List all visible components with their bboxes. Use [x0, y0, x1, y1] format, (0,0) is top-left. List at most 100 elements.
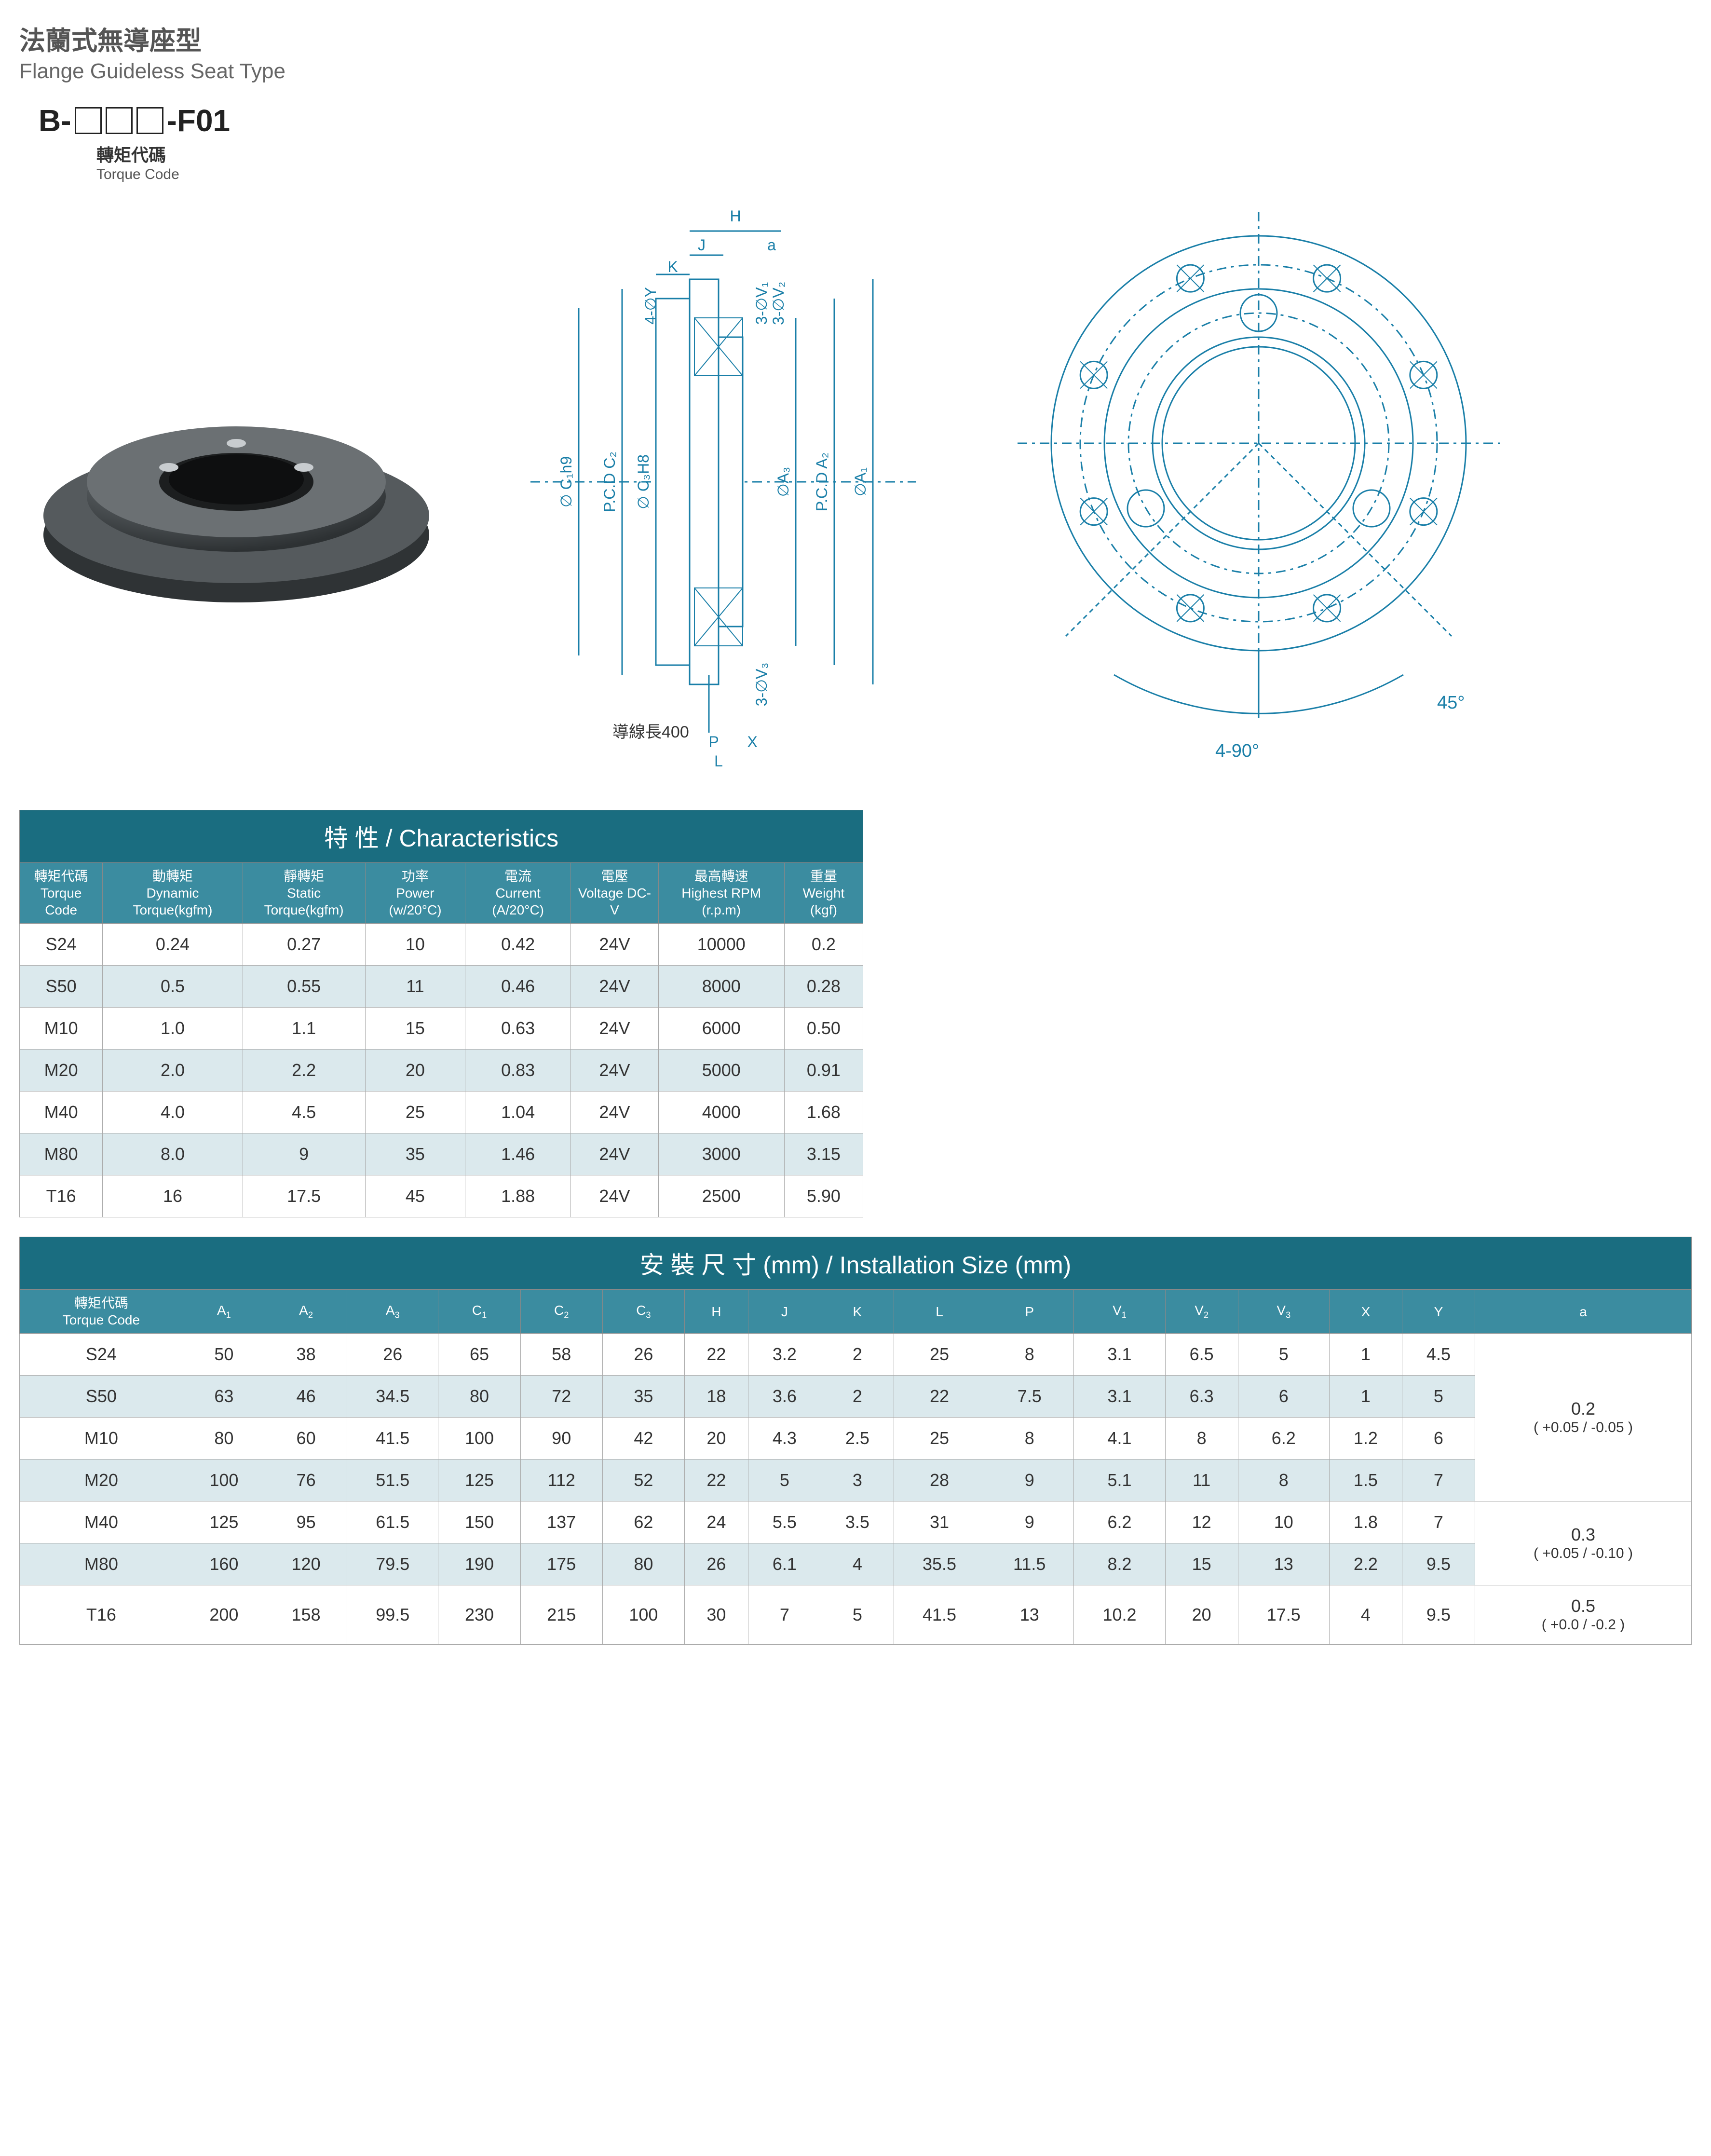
table-row: S24503826655826223.222583.16.5514.50.2( …	[20, 1334, 1692, 1376]
table-cell: 2500	[658, 1175, 784, 1217]
svg-text:X: X	[747, 733, 757, 751]
table-cell: 3.5	[821, 1501, 894, 1543]
table-cell: 100	[183, 1460, 265, 1501]
table-cell: 9	[985, 1460, 1074, 1501]
torque-code-label-en: Torque Code	[96, 166, 1692, 183]
table-cell: 2.2	[243, 1050, 365, 1092]
table-header: C1	[438, 1290, 520, 1334]
table-cell: 17.5	[1238, 1585, 1329, 1645]
table-cell: 0.28	[784, 966, 863, 1008]
table-cell: 11	[365, 966, 465, 1008]
table-cell: 41.5	[894, 1585, 985, 1645]
svg-text:45°: 45°	[1437, 693, 1465, 713]
table-cell: 0.91	[784, 1050, 863, 1092]
table-cell: T16	[20, 1175, 103, 1217]
table-header: 電壓Voltage DC-V	[571, 863, 659, 924]
table-cell: 3.1	[1074, 1376, 1165, 1418]
table-cell: 4.0	[103, 1092, 243, 1133]
table-cell: 11	[1165, 1460, 1238, 1501]
table-cell: 8	[985, 1334, 1074, 1376]
inst-table-title: 安 裝 尺 寸 (mm) / Installation Size (mm)	[20, 1237, 1692, 1290]
table-cell: 1.46	[465, 1133, 571, 1175]
table-cell: S24	[20, 1334, 183, 1376]
table-cell: 65	[438, 1334, 520, 1376]
table-cell: 99.5	[347, 1585, 438, 1645]
table-cell: 0.50	[784, 1008, 863, 1050]
table-cell-a: 0.3( +0.05 / -0.10 )	[1475, 1501, 1691, 1585]
table-cell: 10	[365, 924, 465, 966]
table-cell: 2	[821, 1334, 894, 1376]
table-cell: 7	[1402, 1501, 1475, 1543]
table-header: L	[894, 1290, 985, 1334]
table-cell: 50	[183, 1334, 265, 1376]
table-row: S240.240.27100.4224V100000.2	[20, 924, 863, 966]
svg-text:P.C.D A₂: P.C.D A₂	[813, 452, 830, 511]
table-cell: 8	[985, 1418, 1074, 1460]
table-cell: 6.2	[1238, 1418, 1329, 1460]
lead-wire-label: 導線長400	[612, 723, 689, 741]
table-cell: 20	[365, 1050, 465, 1092]
table-cell: 120	[265, 1543, 347, 1585]
table-cell: 34.5	[347, 1376, 438, 1418]
table-cell: 18	[684, 1376, 748, 1418]
table-cell: 72	[520, 1376, 602, 1418]
table-header: H	[684, 1290, 748, 1334]
table-cell: 6000	[658, 1008, 784, 1050]
svg-text:4-90°: 4-90°	[1215, 741, 1259, 761]
table-cell: 24V	[571, 1133, 659, 1175]
table-cell: M40	[20, 1092, 103, 1133]
table-cell-a: 0.2( +0.05 / -0.05 )	[1475, 1334, 1691, 1501]
table-row: T161617.5451.8824V25005.90	[20, 1175, 863, 1217]
table-cell: 5.90	[784, 1175, 863, 1217]
table-cell: 24V	[571, 966, 659, 1008]
table-cell: 0.55	[243, 966, 365, 1008]
table-cell: 158	[265, 1585, 347, 1645]
table-cell: M80	[20, 1133, 103, 1175]
table-cell: 79.5	[347, 1543, 438, 1585]
svg-text:3-∅V₃: 3-∅V₃	[753, 663, 770, 707]
table-cell: 1	[1329, 1376, 1402, 1418]
table-cell: M20	[20, 1460, 183, 1501]
table-cell: 38	[265, 1334, 347, 1376]
table-cell: 9.5	[1402, 1543, 1475, 1585]
table-cell: 1.5	[1329, 1460, 1402, 1501]
page-title-en: Flange Guideless Seat Type	[19, 59, 1692, 83]
table-cell: 200	[183, 1585, 265, 1645]
table-cell: 5	[821, 1585, 894, 1645]
table-cell: M10	[20, 1008, 103, 1050]
table-cell: 22	[894, 1376, 985, 1418]
table-header: V3	[1238, 1290, 1329, 1334]
table-header: A2	[265, 1290, 347, 1334]
table-cell: 0.5	[103, 966, 243, 1008]
svg-text:P.C.D C₂: P.C.D C₂	[601, 451, 618, 512]
torque-code-box	[136, 107, 163, 134]
table-cell: 125	[438, 1460, 520, 1501]
svg-text:P: P	[708, 733, 719, 751]
section-diagram: H J a K ∅ C₁h9 P.C.D C₂ ∅ C₃H8 ∅A₃ P.C.D…	[482, 192, 964, 771]
table-header: 最高轉速Highest RPM (r.p.m)	[658, 863, 784, 924]
characteristics-table: 特 性 / Characteristics 轉矩代碼Torque Code動轉矩…	[19, 810, 863, 1217]
svg-text:∅A₃: ∅A₃	[774, 467, 792, 497]
table-cell: 1.0	[103, 1008, 243, 1050]
table-cell: 6.2	[1074, 1501, 1165, 1543]
table-header: K	[821, 1290, 894, 1334]
table-cell: 28	[894, 1460, 985, 1501]
table-cell: 41.5	[347, 1418, 438, 1460]
table-cell: 4000	[658, 1092, 784, 1133]
table-cell: 150	[438, 1501, 520, 1543]
table-cell: 15	[365, 1008, 465, 1050]
table-cell: 10	[1238, 1501, 1329, 1543]
table-header: C3	[602, 1290, 684, 1334]
table-cell: 26	[684, 1543, 748, 1585]
table-cell: 24V	[571, 1092, 659, 1133]
table-cell: 0.42	[465, 924, 571, 966]
table-cell: M20	[20, 1050, 103, 1092]
table-row: M401259561.515013762245.53.53196.212101.…	[20, 1501, 1692, 1543]
front-view-diagram: 45° 4-90°	[993, 192, 1524, 771]
table-cell: 5000	[658, 1050, 784, 1092]
table-header: 動轉矩Dynamic Torque(kgfm)	[103, 863, 243, 924]
table-cell: 100	[438, 1418, 520, 1460]
table-cell: 4.5	[1402, 1334, 1475, 1376]
table-cell: 1.2	[1329, 1418, 1402, 1460]
table-cell: 4	[1329, 1585, 1402, 1645]
